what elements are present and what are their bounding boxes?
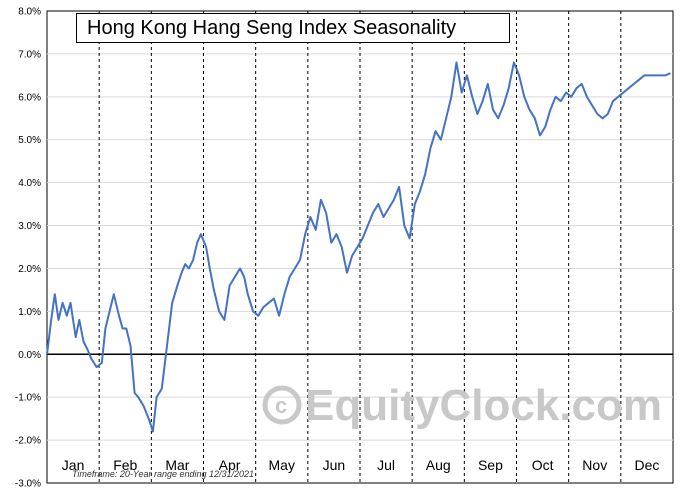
series-line	[46, 61, 671, 433]
chart-title: Hong Kong Hang Seng Index Seasonality	[76, 13, 510, 43]
x-tick-label: Jun	[323, 457, 346, 473]
y-tick-label: -3.0%	[15, 479, 41, 490]
x-tick-label: Jul	[377, 457, 395, 473]
watermark: c EquityClock.com	[262, 381, 662, 430]
series-layer	[46, 61, 671, 433]
y-tick-label: 2.0%	[18, 264, 41, 275]
timeframe-note: Timeframe: 20-Year range ending 12/31/20…	[72, 469, 254, 479]
y-tick-label: -2.0%	[15, 436, 41, 447]
x-tick-label: May	[269, 457, 295, 473]
x-tick-label: Oct	[532, 457, 554, 473]
x-tick-label: Aug	[426, 457, 451, 473]
grid	[46, 10, 674, 484]
y-tick-label: -1.0%	[15, 393, 41, 404]
x-tick-label: Mar	[165, 457, 189, 473]
x-tick-label: Jan	[62, 457, 85, 473]
y-tick-label: 4.0%	[18, 178, 41, 189]
x-tick-label: Sep	[478, 457, 503, 473]
watermark-text: EquityClock.com	[305, 381, 662, 430]
copyright-letter: c	[275, 393, 287, 418]
y-tick-label: 5.0%	[18, 135, 41, 146]
y-tick-label: 6.0%	[18, 92, 41, 103]
x-tick-label: Apr	[219, 457, 241, 473]
x-tick-label: Feb	[113, 457, 137, 473]
x-tick-label: Nov	[582, 457, 607, 473]
y-axis: 8.0% 7.0% 6.0% 5.0% 4.0% 3.0% 2.0% 1.0% 0.0% -1.0…	[15, 7, 41, 490]
y-tick-label: 7.0%	[18, 49, 41, 60]
y-tick-label: 1.0%	[18, 307, 41, 318]
y-tick-label: 0.0%	[18, 350, 41, 361]
y-tick-label: 8.0%	[18, 7, 41, 18]
copyright-icon	[262, 385, 302, 425]
x-axis: Jan Feb Mar Apr May Jun Jul Aug Sep Oct Nov Dec	[62, 457, 660, 473]
x-tick-label: Dec	[634, 457, 659, 473]
y-tick-label: 3.0%	[18, 221, 41, 232]
